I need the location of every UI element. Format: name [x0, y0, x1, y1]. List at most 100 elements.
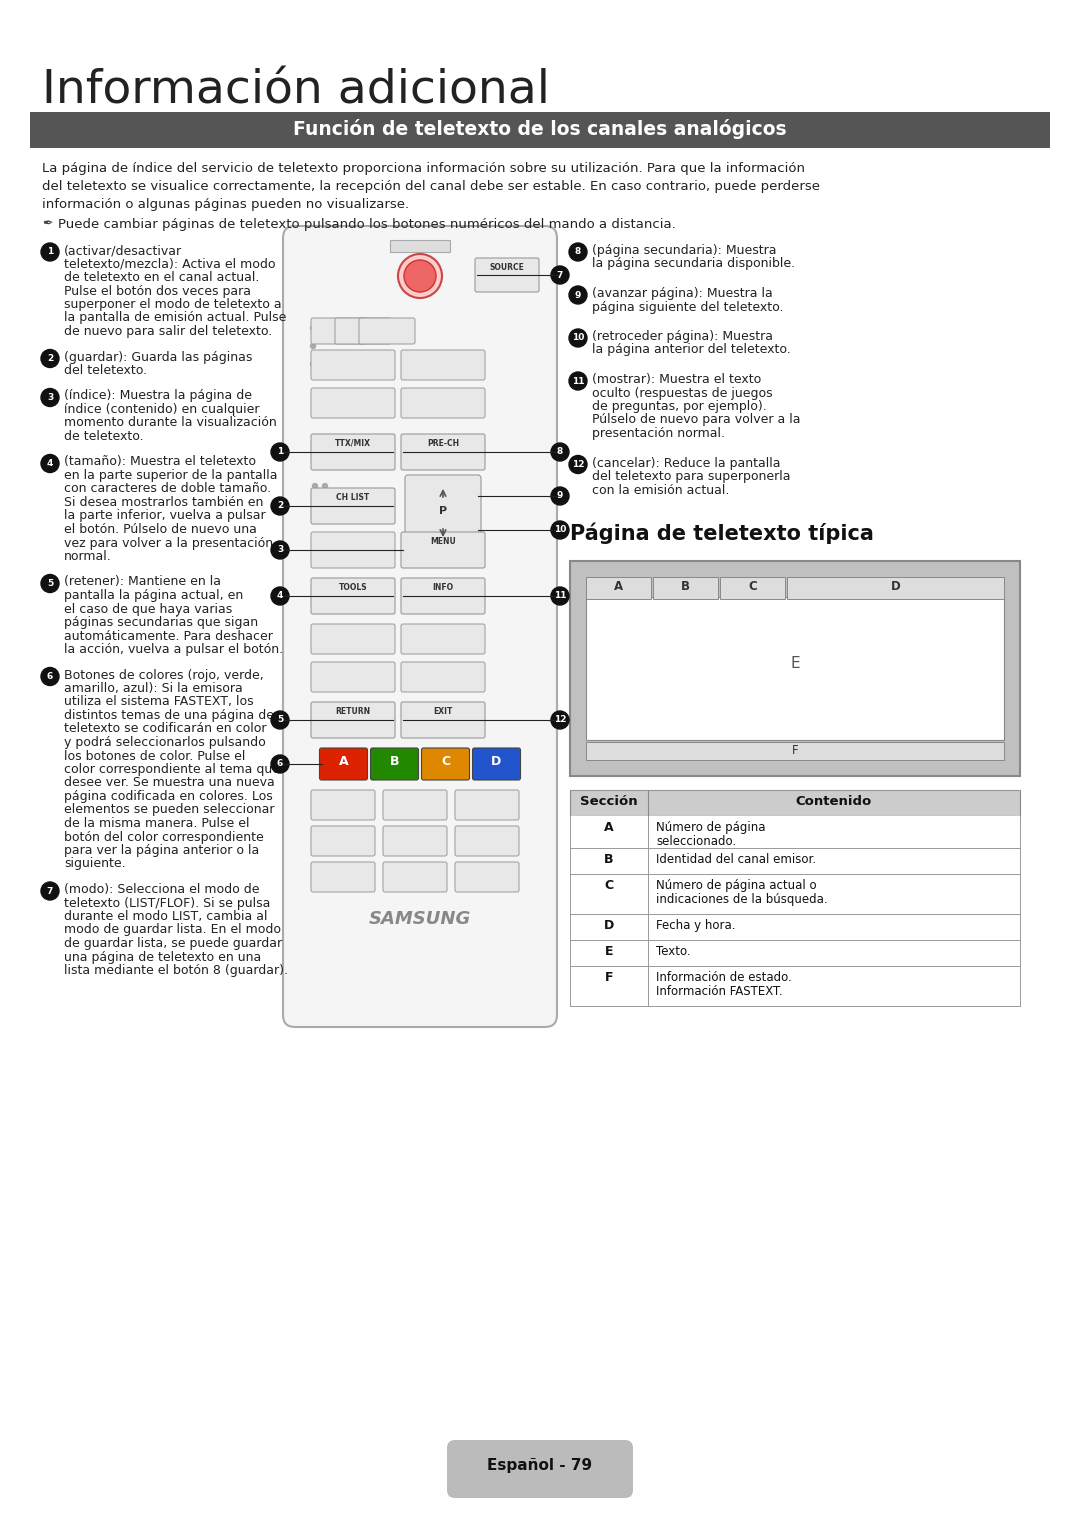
Text: A: A: [604, 820, 613, 834]
Text: de teletexto en el canal actual.: de teletexto en el canal actual.: [64, 270, 259, 284]
Bar: [570, 940, 1020, 966]
Text: 11: 11: [554, 591, 566, 600]
Text: Contenido: Contenido: [796, 794, 873, 808]
Text: D: D: [891, 580, 901, 592]
Text: 5: 5: [276, 715, 283, 725]
Circle shape: [311, 325, 315, 331]
Text: Texto.: Texto.: [656, 945, 690, 958]
Circle shape: [551, 266, 569, 284]
Circle shape: [404, 260, 436, 292]
Text: teletexto se codificarán en color: teletexto se codificarán en color: [64, 723, 267, 735]
Text: la página anterior del teletexto.: la página anterior del teletexto.: [592, 343, 791, 357]
Text: momento durante la visualización: momento durante la visualización: [64, 416, 276, 430]
FancyBboxPatch shape: [311, 317, 367, 343]
FancyBboxPatch shape: [311, 349, 395, 380]
FancyBboxPatch shape: [311, 790, 375, 820]
Text: la parte inferior, vuelva a pulsar: la parte inferior, vuelva a pulsar: [64, 509, 266, 523]
Text: D: D: [491, 755, 501, 769]
FancyBboxPatch shape: [401, 532, 485, 568]
Text: 10: 10: [571, 334, 584, 342]
Text: automáticamente. Para deshacer: automáticamente. Para deshacer: [64, 629, 273, 643]
Circle shape: [41, 389, 59, 407]
FancyBboxPatch shape: [401, 624, 485, 655]
Text: teletexto/mezcla): Activa el modo: teletexto/mezcla): Activa el modo: [64, 258, 275, 270]
Text: de teletexto.: de teletexto.: [64, 430, 144, 444]
Text: la pantalla de emisión actual. Pulse: la pantalla de emisión actual. Pulse: [64, 311, 286, 325]
FancyBboxPatch shape: [311, 579, 395, 614]
Text: (retener): Mantiene en la: (retener): Mantiene en la: [64, 576, 221, 588]
Text: A: A: [339, 755, 349, 769]
Text: botón del color correspondiente: botón del color correspondiente: [64, 831, 264, 843]
Text: Botones de colores (rojo, verde,: Botones de colores (rojo, verde,: [64, 668, 264, 682]
Circle shape: [551, 521, 569, 539]
Text: 8: 8: [575, 248, 581, 257]
Bar: [570, 966, 1020, 1006]
Text: de nuevo para salir del teletexto.: de nuevo para salir del teletexto.: [64, 325, 272, 339]
Text: ✒: ✒: [42, 219, 53, 231]
FancyBboxPatch shape: [401, 387, 485, 418]
Text: indicaciones de la búsqueda.: indicaciones de la búsqueda.: [656, 893, 827, 905]
Text: 12: 12: [554, 715, 566, 725]
Text: Función de teletexto de los canales analógicos: Función de teletexto de los canales anal…: [293, 118, 787, 140]
Circle shape: [271, 541, 289, 559]
Text: amarillo, azul): Si la emisora: amarillo, azul): Si la emisora: [64, 682, 243, 696]
FancyBboxPatch shape: [447, 1440, 633, 1498]
Text: seleccionado.: seleccionado.: [656, 835, 737, 848]
FancyBboxPatch shape: [383, 861, 447, 892]
Text: 6: 6: [46, 671, 53, 681]
Circle shape: [569, 372, 588, 390]
Text: página codificada en colores. Los: página codificada en colores. Los: [64, 790, 273, 804]
Text: Número de página: Número de página: [656, 820, 766, 834]
Text: 3: 3: [46, 393, 53, 403]
Text: vez para volver a la presentación: vez para volver a la presentación: [64, 536, 273, 550]
Text: MENU: MENU: [430, 538, 456, 545]
Text: RETURN: RETURN: [336, 706, 370, 715]
Text: de preguntas, por ejemplo).: de preguntas, por ejemplo).: [592, 399, 767, 413]
Text: A: A: [613, 580, 623, 592]
FancyBboxPatch shape: [405, 475, 481, 551]
FancyBboxPatch shape: [283, 226, 557, 1027]
Text: 1: 1: [276, 448, 283, 457]
Text: La página de índice del servicio de teletexto proporciona información sobre su u: La página de índice del servicio de tele…: [42, 163, 820, 211]
Text: E: E: [791, 656, 800, 671]
Text: C: C: [605, 880, 613, 892]
Circle shape: [271, 586, 289, 605]
FancyBboxPatch shape: [401, 434, 485, 469]
Text: 2: 2: [276, 501, 283, 510]
Text: 4: 4: [276, 591, 283, 600]
Text: 6: 6: [276, 760, 283, 769]
Text: (página secundaria): Muestra: (página secundaria): Muestra: [592, 245, 777, 257]
Text: Información FASTEXT.: Información FASTEXT.: [656, 984, 783, 998]
FancyBboxPatch shape: [401, 349, 485, 380]
Text: TOOLS: TOOLS: [339, 583, 367, 592]
Text: Información de estado.: Información de estado.: [656, 971, 792, 984]
FancyBboxPatch shape: [383, 826, 447, 857]
Text: EXIT: EXIT: [433, 706, 453, 715]
Text: siguiente.: siguiente.: [64, 858, 125, 870]
FancyBboxPatch shape: [311, 662, 395, 693]
Circle shape: [41, 574, 59, 592]
Text: 3: 3: [276, 545, 283, 554]
Text: Español - 79: Español - 79: [487, 1458, 593, 1473]
FancyBboxPatch shape: [311, 702, 395, 738]
Text: 9: 9: [557, 492, 563, 500]
FancyBboxPatch shape: [320, 747, 367, 779]
FancyBboxPatch shape: [311, 624, 395, 655]
FancyBboxPatch shape: [311, 434, 395, 469]
Text: 5: 5: [46, 579, 53, 588]
Text: (índice): Muestra la página de: (índice): Muestra la página de: [64, 389, 252, 403]
Text: 2: 2: [46, 354, 53, 363]
Bar: [570, 816, 1020, 848]
Text: F: F: [605, 971, 613, 984]
Circle shape: [41, 454, 59, 472]
Text: el caso de que haya varias: el caso de que haya varias: [64, 603, 232, 615]
Bar: [570, 914, 1020, 940]
Bar: [586, 741, 1004, 760]
Text: los botones de color. Pulse el: los botones de color. Pulse el: [64, 749, 245, 763]
Text: 9: 9: [575, 290, 581, 299]
Text: (activar/desactivar: (activar/desactivar: [64, 245, 183, 257]
Circle shape: [323, 483, 327, 489]
Text: la acción, vuelva a pulsar el botón.: la acción, vuelva a pulsar el botón.: [64, 643, 283, 656]
Text: TTX/MIX: TTX/MIX: [335, 439, 372, 448]
Text: de guardar lista, se puede guardar: de guardar lista, se puede guardar: [64, 937, 282, 949]
